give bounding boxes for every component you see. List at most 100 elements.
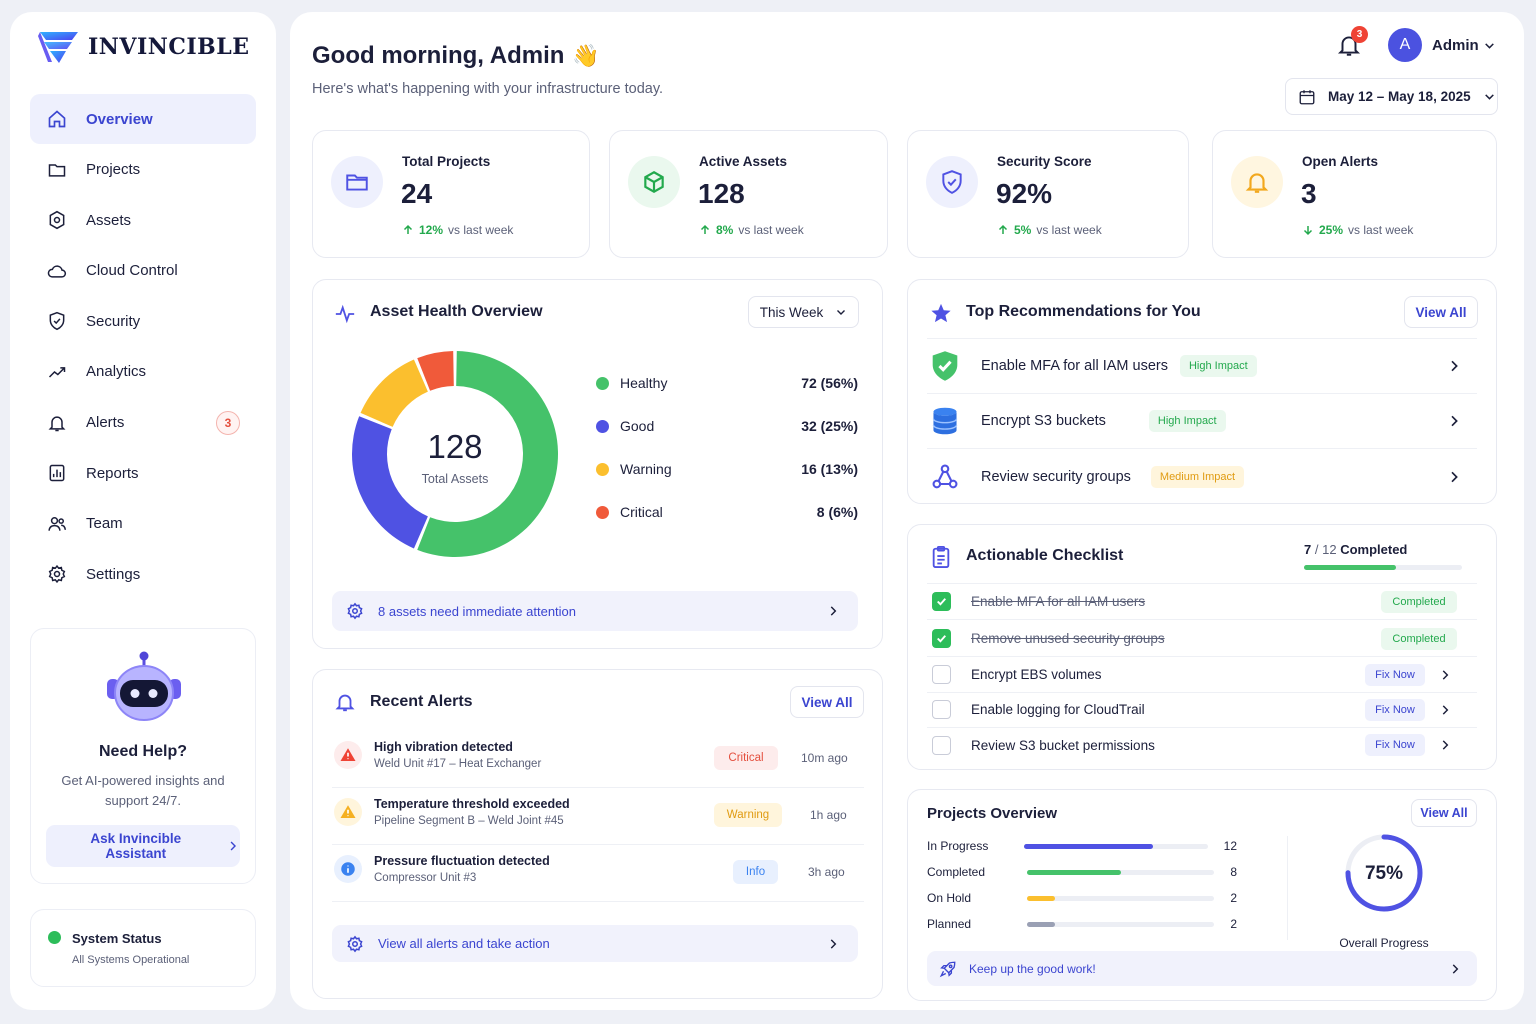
- page-subtitle: Here's what's happening with your infras…: [312, 81, 664, 97]
- severity-badge: Critical: [714, 746, 778, 770]
- recommendation-row[interactable]: Enable MFA for all IAM users High Impact: [927, 339, 1477, 394]
- chevron-right-icon[interactable]: [1438, 738, 1452, 752]
- recommendations-view-all-button[interactable]: View All: [1404, 296, 1478, 328]
- completed-badge: Completed: [1381, 628, 1457, 650]
- encouragement-banner[interactable]: Keep up the good work!: [927, 951, 1477, 986]
- progress-ring-fill: [1345, 834, 1423, 912]
- date-range-picker[interactable]: May 12 – May 18, 2025: [1285, 78, 1498, 115]
- project-status-track: [1026, 869, 1215, 875]
- stat-trend-pct: 8%: [716, 223, 734, 237]
- alert-title: Pressure fluctuation detected: [374, 854, 550, 868]
- recommendation-label: Review security groups: [981, 468, 1131, 485]
- legend-item-healthy: Healthy 72 (56%): [596, 373, 858, 393]
- checklist-item[interactable]: Remove unused security groups Completed: [927, 621, 1477, 657]
- alert-row[interactable]: High vibration detected Weld Unit #17 – …: [332, 731, 864, 788]
- stat-card-active-assets[interactable]: Active Assets 128 8% vs last week: [609, 130, 888, 258]
- sidebar-item-reports[interactable]: Reports: [30, 448, 256, 498]
- report-icon: [46, 462, 68, 484]
- checkbox-unchecked[interactable]: [932, 735, 951, 755]
- chevron-right-icon: [830, 938, 837, 949]
- donut-total: 128: [427, 428, 483, 465]
- fix-now-button[interactable]: Fix Now: [1365, 664, 1425, 686]
- star-icon: [931, 303, 951, 323]
- chevron-down-icon: [1484, 94, 1494, 100]
- checklist-item[interactable]: Review S3 bucket permissions Fix Now: [927, 727, 1477, 763]
- view-all-alerts-banner[interactable]: View all alerts and take action: [332, 925, 858, 962]
- alert-row[interactable]: Pressure fluctuation detected Compressor…: [332, 845, 864, 902]
- robot-icon: [107, 651, 181, 721]
- legend-item-warning: Warning 16 (13%): [596, 459, 858, 479]
- checklist-item[interactable]: Enable logging for CloudTrail Fix Now: [927, 692, 1477, 728]
- chevron-right-icon: [1451, 415, 1458, 427]
- stat-card-open-alerts[interactable]: Open Alerts 3 25% vs last week: [1212, 130, 1497, 258]
- main-panel: Good morning, Admin 👋 Here's what's happ…: [290, 12, 1524, 1010]
- sidebar-item-analytics[interactable]: Analytics: [30, 347, 256, 397]
- attention-text: 8 assets need immediate attention: [378, 603, 577, 619]
- checklist-item[interactable]: Encrypt EBS volumes Fix Now: [927, 657, 1477, 693]
- legend-label: Critical: [620, 504, 663, 520]
- checkbox-unchecked[interactable]: [932, 665, 951, 684]
- sidebar-item-overview[interactable]: Overview: [30, 94, 256, 144]
- chevron-down-icon: [837, 310, 846, 315]
- donut-slice-good: [352, 416, 428, 549]
- ask-assistant-button[interactable]: Ask Invincible Assistant: [46, 825, 240, 867]
- chevron-right-icon: [830, 606, 837, 616]
- checkbox-checked[interactable]: [932, 592, 951, 611]
- encouragement-text: Keep up the good work!: [969, 961, 1096, 976]
- asset-health-donut-chart: [352, 351, 558, 557]
- greeting-text: Good morning, Admin: [312, 42, 565, 69]
- bell-icon: [46, 412, 68, 434]
- sidebar-item-label: Assets: [86, 211, 132, 229]
- sidebar-item-security[interactable]: Security: [30, 296, 256, 346]
- warning-triangle-icon: [334, 741, 362, 769]
- project-status-row: Completed 8: [927, 862, 1237, 882]
- arrow-up-icon: [700, 224, 710, 234]
- project-status-track: [1026, 895, 1215, 901]
- divider: [927, 338, 1477, 339]
- checklist-item[interactable]: Enable MFA for all IAM users Completed: [927, 584, 1477, 620]
- chevron-right-icon[interactable]: [1438, 703, 1452, 717]
- project-status-value: 2: [1230, 891, 1237, 905]
- sidebar-item-assets[interactable]: Assets: [30, 195, 256, 245]
- checklist-done-count: 7: [1304, 542, 1312, 557]
- recommendation-label: Enable MFA for all IAM users: [981, 358, 1168, 374]
- sidebar-item-team[interactable]: Team: [30, 499, 256, 549]
- fix-now-button[interactable]: Fix Now: [1365, 699, 1425, 721]
- alerts-view-all-button[interactable]: View All: [790, 686, 864, 718]
- donut-slice-warning: [360, 359, 428, 427]
- sidebar-item-settings[interactable]: Settings: [30, 549, 256, 599]
- recommendation-row[interactable]: Encrypt S3 buckets High Impact: [927, 394, 1477, 449]
- projects-view-all-button[interactable]: View All: [1411, 799, 1477, 827]
- checklist-progress-fill: [1304, 565, 1397, 570]
- recommendation-row[interactable]: Review security groups Medium Impact: [927, 449, 1477, 504]
- arrow-up-icon: [998, 224, 1008, 234]
- user-name[interactable]: Admin: [1432, 37, 1479, 54]
- project-status-label: Planned: [927, 917, 972, 931]
- stat-card-total-projects[interactable]: Total Projects 24 12% vs last week: [312, 130, 590, 258]
- sidebar-item-projects[interactable]: Projects: [30, 145, 256, 195]
- team-icon: [46, 513, 68, 535]
- project-status-value: 12: [1223, 839, 1237, 853]
- fix-now-button[interactable]: Fix Now: [1365, 734, 1425, 756]
- brand-logo[interactable]: INVINCIBLE: [38, 28, 250, 66]
- sidebar-item-label: Alerts: [86, 414, 125, 432]
- checkbox-unchecked[interactable]: [932, 700, 951, 719]
- stat-card-security-score[interactable]: Security Score 92% 5% vs last week: [907, 130, 1189, 258]
- sidebar-item-cloud-control[interactable]: Cloud Control: [30, 246, 256, 296]
- avatar[interactable]: A: [1388, 28, 1422, 62]
- checkbox-checked[interactable]: [932, 629, 951, 648]
- stat-label: Security Score: [997, 154, 1092, 169]
- sidebar-item-label: Settings: [86, 565, 141, 583]
- stat-value: 3: [1301, 178, 1317, 209]
- attention-banner[interactable]: 8 assets need immediate attention: [332, 591, 858, 631]
- chevron-down-icon[interactable]: [1483, 39, 1496, 52]
- brand-name: INVINCIBLE: [88, 34, 250, 60]
- period-select[interactable]: This Week: [748, 296, 859, 328]
- sidebar-item-alerts[interactable]: Alerts 3: [30, 398, 256, 448]
- system-status-card: System Status All Systems Operational: [30, 909, 256, 987]
- status-subtitle: All Systems Operational: [72, 954, 190, 966]
- chevron-right-icon[interactable]: [1438, 668, 1452, 682]
- overall-progress-value: 75%: [1364, 863, 1404, 884]
- project-status-row: In Progress 12: [927, 836, 1237, 856]
- alert-row[interactable]: Temperature threshold exceeded Pipeline …: [332, 788, 864, 845]
